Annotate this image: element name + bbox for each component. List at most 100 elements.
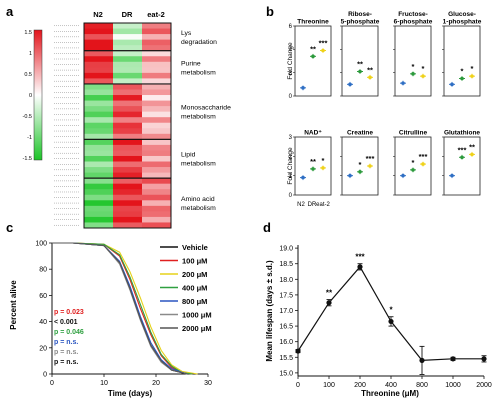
heatmap-group-label: degradation [181,39,217,46]
survival-ytick-label: 80 [39,267,47,274]
heatmap-cell [84,200,113,207]
heatmap-group-label: Monosaccharide [181,105,231,112]
dotplot-point [411,72,415,76]
heatmap-cell [142,100,171,107]
significance-stars: * [412,62,415,71]
significance-stars: *** [319,39,328,48]
heatmap-group-label: Amino acid [181,196,215,203]
heatmap-cell [113,200,142,207]
heatmap-cell [113,150,142,157]
panel-a-heatmap: N2 DR eat-2 Lys degradation Purine metaboli… [23,10,231,229]
heatmap-cell [113,172,142,179]
heatmap-cell [113,39,142,46]
heatmap-cell [84,205,113,212]
lifespan-significance: ** [326,289,333,298]
heatmap-cell [84,83,113,90]
significance-stars: *** [419,152,428,161]
heatmap-cell [142,61,171,68]
dotplot-title: Fructose- [398,11,428,18]
panel-a-label: a [6,4,14,19]
p-value-label: p = n.s. [54,339,78,346]
dotplot-point [321,166,325,170]
dotplot-title: NAD⁺ [304,130,322,137]
legend-label: 2000 μM [182,324,212,333]
lifespan-xtick-label: 2000 [476,382,492,389]
panel-d-lifespan: Mean lifespan (days ± s.d.) Threonine (μ… [265,245,492,398]
dotplot-point [450,82,454,87]
heatmap-cell [113,194,142,201]
p-value-label: p = n.s. [54,359,78,366]
heatmap-cell [84,144,113,151]
lifespan-ytick-label: 18.5 [279,261,293,268]
lifespan-point [326,300,332,306]
dotplot-point [460,155,464,160]
heatmap-cell [84,211,113,218]
heatmap-cell [142,161,171,168]
heatmap-cell [142,194,171,201]
heatmap-group-label: Lipid [181,152,196,159]
heatmap-cell [142,222,171,229]
lifespan-point [295,348,301,354]
lifespan-ylabel: Mean lifespan (days ± s.d.) [265,260,274,362]
dotplot-title: Glutathione [444,130,480,137]
heatmap-cell [84,189,113,196]
heatmap-cell [113,183,142,190]
heatmap-cell [84,78,113,85]
heatmap-cell [142,23,171,29]
lifespan-ytick-label: 17.0 [279,308,293,315]
heatmap-cell [84,133,113,140]
lifespan-ytick-label: 16.0 [279,339,293,346]
heatmap-cell [113,189,142,196]
heatmap-cell [113,144,142,151]
dotplot-ytick-label: 0 [289,193,293,199]
survival-xtick-label: 20 [152,380,160,387]
survival-ytick-label: 0 [43,372,47,379]
colorbar-bar [33,29,43,161]
lifespan-xtick-label: 400 [385,382,397,389]
heatmap-cell [113,117,142,124]
heatmap-cell [142,111,171,118]
heatmap-cell [84,172,113,179]
heatmap-cell [142,34,171,41]
panel-b-dotplots: Fold ChangeThreonine0246*****Ribose-5-ph… [287,11,482,208]
heatmap-cell [142,200,171,207]
significance-stars: ** [469,142,475,151]
significance-stars: *** [458,145,467,154]
dotplot-point [321,48,325,53]
lifespan-point [450,356,456,362]
dotplot-point [301,175,305,180]
lifespan-xtick-label: 1000 [445,382,461,389]
lifespan-xtick-label: 800 [416,382,428,389]
dotplot-point [450,173,454,178]
dotplot-title: 6-phosphate [394,19,433,26]
heatmap-cell [84,111,113,118]
heatmap-cell [142,78,171,85]
heatmap-cell [142,117,171,124]
survival-xtick-label: 10 [100,380,108,387]
heatmap-cell [84,178,113,185]
colorbar-tick: 0.5 [24,72,32,78]
dotplot-point [358,170,362,174]
dotplot-ytick-label: 1 [289,174,293,180]
fold-change-ylabel: Fold Change [287,147,294,185]
heatmap-col-dr: DR [122,10,133,19]
significance-stars: ** [310,44,316,53]
heatmap-cell [142,183,171,190]
lifespan-point [357,264,363,270]
p-value-label: p = 0.046 [54,329,84,336]
heatmap-cell [84,128,113,135]
significance-stars: ** [357,60,363,69]
dotplot-frame [341,25,379,97]
dotplot-xtick-label: N2 [297,202,305,208]
dotplot-title: 1-phosphate [443,19,482,26]
dotplot-title: Citrulline [399,130,428,137]
survival-xlabel: Time (days) [108,389,153,398]
heatmap-group-label: metabolism [181,114,216,121]
heatmap-cell [113,72,142,79]
survival-xtick-label: 30 [204,380,212,387]
significance-stars: ** [310,157,316,166]
heatmap-cell [113,61,142,68]
heatmap-cell [142,45,171,52]
panel-c-label: c [6,220,13,235]
lifespan-point [419,357,425,364]
